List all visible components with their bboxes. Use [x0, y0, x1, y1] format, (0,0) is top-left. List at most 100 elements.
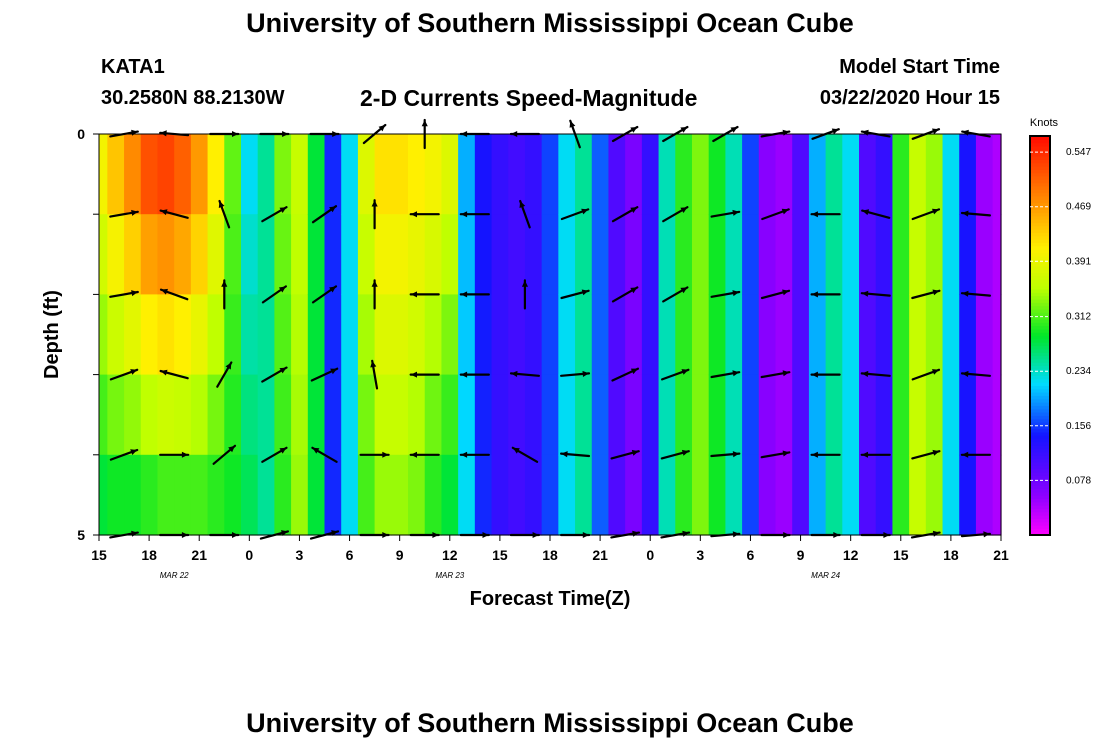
current-vector [311, 205, 338, 224]
colorbar-segment [1030, 388, 1050, 393]
heatmap-cell [658, 294, 676, 376]
heatmap-cell [792, 374, 810, 456]
heatmap-cell [859, 374, 877, 456]
heatmap-cell [257, 294, 275, 376]
current-vector [521, 279, 528, 310]
heatmap-cell [641, 294, 660, 376]
heatmap-cell [357, 374, 376, 456]
heatmap-cell [959, 454, 977, 536]
page-title: University of Southern Mississippi Ocean… [246, 8, 854, 38]
heatmap-cell [892, 374, 910, 456]
heatmap-cell [341, 294, 359, 376]
colorbar-segment [1030, 192, 1050, 197]
vector-head [862, 209, 870, 216]
heatmap-cell [875, 134, 894, 215]
vector-head [432, 532, 439, 538]
heatmap-cell [808, 214, 827, 295]
heatmap-cell [959, 294, 977, 376]
vector-head [831, 128, 839, 135]
vector-head [811, 291, 818, 298]
colorbar-segment [1030, 475, 1050, 480]
heatmap-cell [725, 214, 743, 295]
vector-head [460, 371, 468, 378]
vector-head [782, 129, 790, 136]
current-vector [159, 130, 190, 137]
vector-head [410, 451, 417, 458]
current-vector [860, 451, 891, 458]
heatmap-cell [491, 374, 509, 456]
heatmap-cell [124, 214, 142, 295]
heatmap-cell [758, 294, 777, 376]
colorbar-segment [1030, 468, 1050, 473]
heatmap-cell [691, 294, 710, 376]
vector-head [861, 290, 869, 297]
colorbar-segment [1030, 345, 1050, 350]
current-vector [109, 530, 139, 539]
heatmap-cell [892, 214, 910, 295]
colorbar-segment [1030, 136, 1050, 140]
heatmap-cell [708, 294, 726, 376]
heatmap-cell [808, 134, 827, 215]
current-vector [911, 289, 941, 300]
heatmap-cell [808, 374, 827, 456]
colorbar-tick-label: 0.078 [1066, 475, 1091, 486]
heatmap-cell [474, 294, 493, 376]
vector-head [833, 532, 840, 538]
current-vector [370, 359, 379, 390]
heatmap-cell [157, 454, 175, 536]
current-vector [559, 370, 591, 377]
x-tick-label: 6 [346, 547, 354, 563]
heatmap-cell [224, 134, 242, 215]
heatmap-cell [491, 294, 509, 376]
vector-head [962, 290, 969, 297]
heatmap-cell [658, 134, 676, 215]
x-tick-label: 9 [396, 547, 404, 563]
colorbar-segment [1030, 292, 1050, 297]
heatmap-cell [508, 374, 526, 456]
heatmap-cell [291, 214, 309, 295]
heatmap-cell [575, 454, 593, 536]
colorbar-segment [1030, 458, 1050, 463]
colorbar-segment [1030, 365, 1050, 370]
current-vector [810, 451, 841, 458]
vector-head [932, 289, 940, 296]
heatmap-cell [307, 374, 326, 456]
current-vector [911, 128, 941, 140]
vector-head [181, 532, 189, 538]
colorbar-segment [1030, 491, 1050, 496]
heatmap-cell [725, 454, 743, 536]
heatmap-cell [474, 214, 493, 295]
heatmap-cell [190, 134, 209, 215]
current-vector [459, 131, 490, 137]
current-vector [811, 128, 840, 140]
heatmap-cell [758, 134, 777, 215]
colorbar-segment [1030, 515, 1050, 519]
heatmap-cell [424, 374, 443, 456]
colorbar-unit: Knots [1030, 117, 1059, 129]
heatmap-cell [107, 214, 125, 295]
colorbar-segment [1030, 199, 1050, 204]
heatmap-cell [140, 374, 159, 456]
vector-head [682, 530, 690, 537]
heatmap-cell [742, 294, 760, 376]
heatmap-cell [641, 454, 660, 536]
colorbar-segment [1030, 418, 1050, 423]
heatmap-cell [391, 214, 409, 295]
heatmap-cell [140, 134, 159, 215]
current-vector [509, 532, 541, 538]
heatmap-cell [959, 214, 977, 295]
heatmap-cell [641, 134, 660, 215]
heatmap-cell [524, 454, 543, 536]
colorbar-segment [1030, 295, 1050, 300]
vector-head [983, 531, 990, 538]
colorbar-segment [1030, 265, 1050, 270]
current-vector [960, 290, 992, 297]
heatmap-cell [875, 454, 894, 536]
vector-head [460, 211, 468, 218]
heatmap-cell [742, 134, 760, 215]
heatmap-cell [491, 214, 509, 295]
vector-head [130, 369, 138, 375]
heatmap-cell [975, 134, 994, 215]
heatmap-cell [792, 134, 810, 215]
current-vector [511, 446, 539, 463]
